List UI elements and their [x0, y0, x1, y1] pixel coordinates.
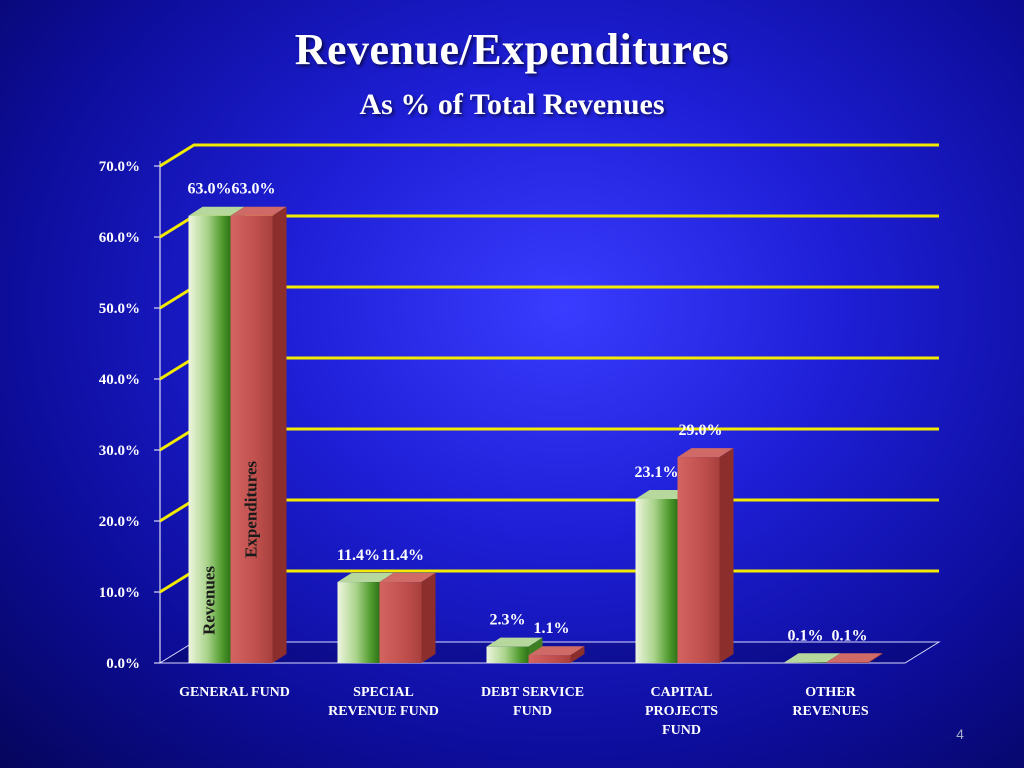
data-label: 0.1% [788, 627, 824, 644]
y-tick-label: 60.0% [99, 230, 140, 246]
slide-number: 4 [956, 726, 964, 742]
bar-top-revenues [188, 206, 245, 216]
x-category-label-line: DEBT SERVICE [481, 685, 584, 700]
data-label: 1.1% [534, 620, 570, 637]
bar-side-expenditures [272, 206, 287, 663]
bar-revenues [188, 215, 231, 663]
y-tick-label: 50.0% [99, 301, 140, 317]
bar-revenues [337, 582, 380, 663]
bar-top-expenditures [528, 646, 585, 656]
bar-top-expenditures [677, 448, 734, 458]
bar-revenues [635, 498, 678, 663]
data-label: 63.0% [188, 181, 232, 198]
data-label: 23.1% [635, 464, 679, 481]
bar-side-expenditures [719, 448, 734, 663]
bar-top-revenues [337, 573, 394, 583]
y-tick-label: 20.0% [99, 514, 140, 530]
bar-expenditures [677, 457, 720, 663]
bar-top-expenditures [826, 653, 883, 663]
bar-side-expenditures [868, 653, 883, 663]
bar-expenditures [379, 582, 422, 663]
bar-side-expenditures [421, 573, 436, 663]
bar-top-expenditures [379, 573, 436, 583]
bar-expenditures [826, 662, 869, 663]
x-category-label-line: REVENUES [792, 704, 868, 719]
y-tick-label: 40.0% [99, 372, 140, 388]
y-tick-label: 30.0% [99, 443, 140, 459]
series-name-label: Revenues [200, 566, 219, 635]
x-category-label: SPECIAL REVENUE FUND [328, 685, 439, 719]
data-label: 63.0% [232, 181, 276, 198]
x-category-label: GENERAL FUND [179, 685, 290, 700]
data-label: 11.4% [381, 547, 424, 564]
y-tick-label: 70.0% [99, 159, 140, 175]
x-category-label-line: OTHER [805, 685, 856, 700]
y-tick-label: 10.0% [99, 585, 140, 601]
slide-subtitle: As % of Total Revenues [359, 88, 665, 121]
bar-revenues [784, 662, 827, 663]
x-category-label-line: FUND [513, 704, 552, 719]
x-category-label-line: GENERAL FUND [179, 685, 290, 700]
data-label: 11.4% [337, 547, 380, 564]
x-category-label-line: FUND [662, 723, 701, 738]
gridline [159, 143, 939, 168]
x-category-label-line: SPECIAL [353, 685, 414, 700]
x-category-label: OTHER REVENUES [792, 685, 868, 719]
data-label: 0.1% [832, 627, 868, 644]
bar-expenditures [528, 655, 571, 663]
slide-title: Revenue/Expenditures [294, 25, 730, 74]
data-label: 29.0% [679, 422, 723, 439]
bar-top-revenues [784, 653, 841, 663]
data-label: 2.3% [490, 612, 526, 629]
bar-revenues [486, 646, 529, 663]
bar-side-expenditures [570, 646, 585, 663]
x-category-label-line: PROJECTS [645, 704, 718, 719]
bar-top-revenues [486, 637, 543, 647]
x-category-label-line: REVENUE FUND [328, 704, 439, 719]
y-tick-label: 0.0% [106, 656, 140, 672]
series-name-label: Expenditures [242, 461, 261, 558]
x-category-label: DEBT SERVICE FUND [481, 685, 584, 719]
x-category-label-line: CAPITAL [651, 685, 713, 700]
bar-top-expenditures [230, 206, 287, 216]
x-category-label: CAPITAL PROJECTS FUND [645, 685, 718, 738]
bar-expenditures [230, 215, 273, 663]
